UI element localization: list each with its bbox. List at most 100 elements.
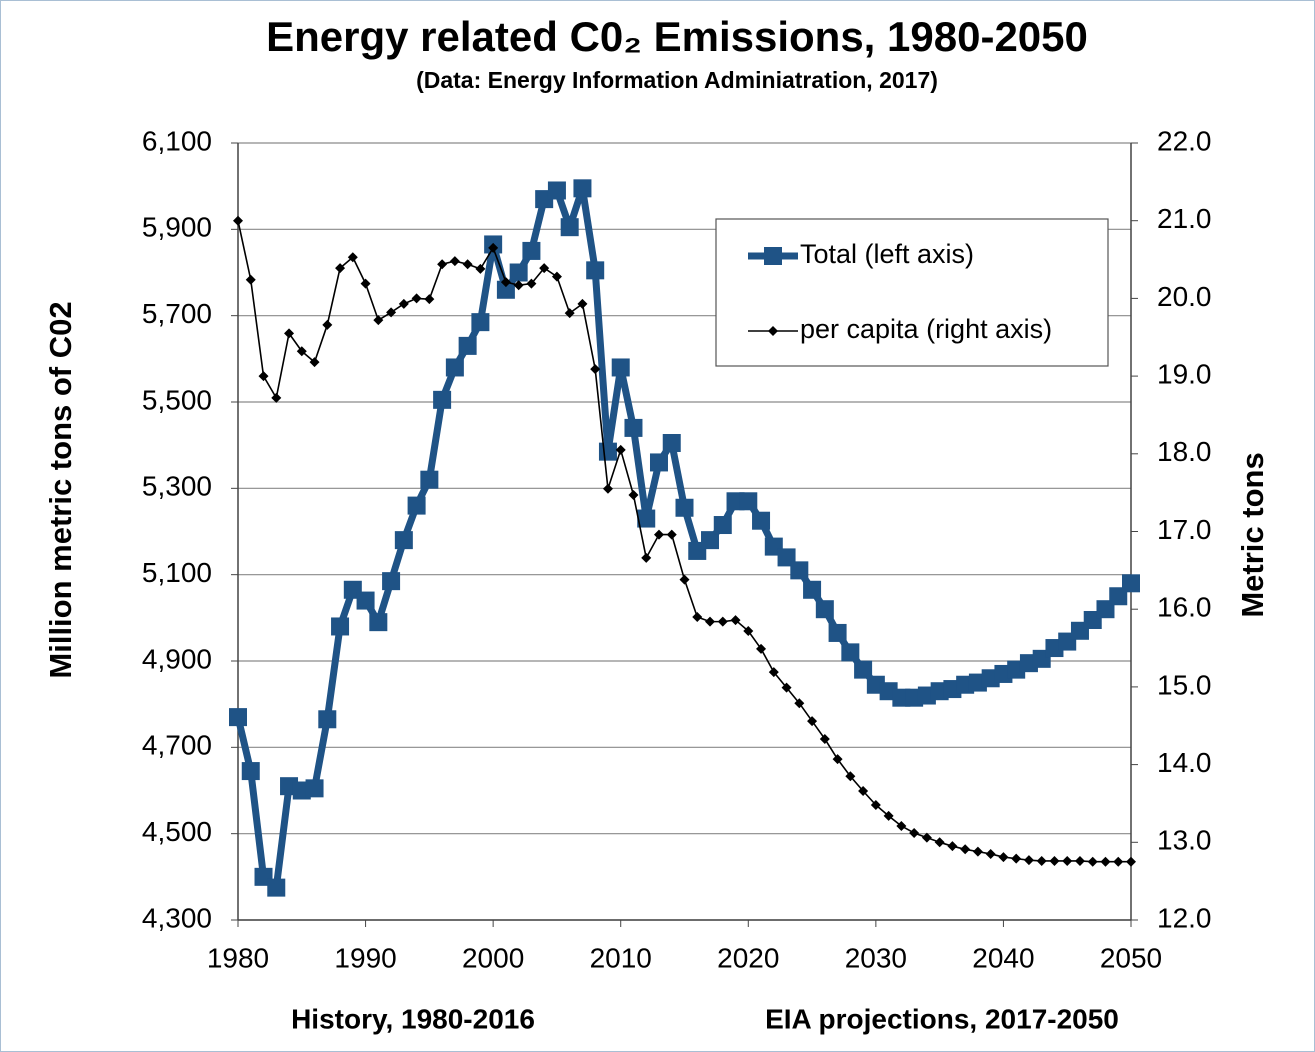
marker [500, 277, 511, 288]
marker [241, 762, 260, 781]
marker [305, 779, 324, 798]
marker [790, 561, 809, 580]
marker [807, 716, 818, 727]
marker [577, 298, 588, 309]
marker [1036, 855, 1047, 866]
marker [1049, 855, 1060, 866]
marker [309, 357, 320, 368]
marker [921, 832, 932, 843]
legend-label: Total (left axis) [800, 239, 974, 269]
y2-tick-label: 19.0 [1157, 358, 1212, 389]
marker [437, 259, 448, 270]
marker [271, 392, 282, 403]
marker [768, 667, 779, 678]
marker [267, 878, 286, 897]
marker [794, 698, 805, 709]
annotation: EIA projections, 2017-2050 [765, 1003, 1119, 1034]
marker [1122, 574, 1140, 593]
y2-tick-label: 15.0 [1157, 669, 1212, 700]
marker [611, 358, 630, 377]
marker [488, 242, 499, 253]
marker [628, 489, 639, 500]
marker [590, 364, 601, 375]
marker [407, 496, 426, 515]
y-tick-label: 5,500 [142, 384, 212, 415]
marker [573, 179, 592, 198]
x-tick-label: 1990 [334, 942, 396, 973]
marker [462, 259, 473, 270]
marker [1100, 856, 1111, 867]
y-tick-label: 5,900 [142, 212, 212, 243]
marker [598, 442, 617, 461]
marker [369, 613, 388, 632]
marker [233, 215, 243, 226]
marker [679, 574, 690, 585]
marker [803, 580, 822, 599]
marker [985, 848, 996, 859]
marker [586, 261, 605, 280]
marker [649, 453, 668, 472]
legend-label: per capita (right axis) [800, 314, 1052, 344]
x-tick-label: 2030 [845, 942, 907, 973]
marker [475, 263, 486, 274]
x-tick-label: 2050 [1100, 942, 1162, 973]
annotation: History, 1980-2016 [291, 1003, 535, 1034]
y-tick-label: 6,100 [142, 125, 212, 156]
marker [513, 280, 524, 291]
marker [662, 434, 681, 453]
marker [1113, 856, 1124, 867]
x-tick-label: 1980 [207, 942, 269, 973]
y2-axis-label: Metric tons [1235, 452, 1270, 617]
marker [322, 319, 333, 330]
marker [1023, 855, 1034, 866]
marker [424, 294, 435, 305]
marker [433, 390, 452, 409]
x-tick-label: 2040 [972, 942, 1034, 973]
marker [1011, 853, 1022, 864]
marker [522, 241, 541, 260]
marker [360, 278, 371, 289]
marker [526, 278, 537, 289]
marker [449, 256, 460, 267]
marker [1062, 855, 1073, 866]
marker [386, 307, 397, 318]
marker [547, 181, 566, 200]
marker [653, 529, 664, 540]
marker [815, 600, 834, 619]
marker [819, 733, 830, 744]
y-tick-label: 5,100 [142, 557, 212, 588]
marker [666, 529, 677, 540]
chart-title: Energy related C0₂ Emissions, 1980-2050 [266, 13, 1088, 60]
x-tick-label: 2010 [590, 942, 652, 973]
marker [624, 418, 643, 437]
marker [356, 591, 375, 610]
marker [445, 358, 464, 377]
marker [331, 617, 350, 636]
marker [335, 263, 346, 274]
marker [909, 827, 920, 838]
y2-tick-label: 21.0 [1157, 203, 1212, 234]
y2-tick-label: 20.0 [1157, 281, 1212, 312]
marker [471, 313, 490, 332]
marker [934, 837, 945, 848]
y-tick-label: 4,900 [142, 643, 212, 674]
marker [752, 511, 771, 530]
marker [284, 328, 295, 339]
marker [883, 810, 894, 821]
marker [739, 492, 758, 511]
y-tick-label: 4,700 [142, 730, 212, 761]
marker [832, 754, 843, 765]
marker [858, 786, 869, 797]
marker [756, 643, 767, 654]
x-tick-label: 2000 [462, 942, 524, 973]
marker [1087, 856, 1098, 867]
marker [496, 280, 515, 299]
y-tick-label: 4,300 [142, 902, 212, 933]
y-tick-label: 5,300 [142, 471, 212, 502]
marker [717, 616, 728, 627]
y2-tick-label: 22.0 [1157, 125, 1212, 156]
marker [713, 516, 732, 535]
marker [245, 274, 256, 285]
y2-tick-label: 13.0 [1157, 825, 1212, 856]
